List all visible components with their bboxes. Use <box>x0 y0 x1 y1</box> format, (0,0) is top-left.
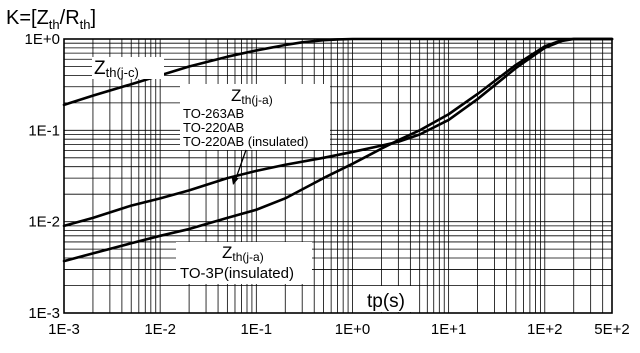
label-zth-ja-group1: Zth(j-a) TO-263AB TO-220AB TO-220AB (ins… <box>180 84 330 150</box>
label-to3p-insulated: TO-3P(insulated) <box>180 265 294 282</box>
x-tick-label: 1E+1 <box>431 321 466 338</box>
chart-title: K=[Zth/Rth] <box>6 7 96 32</box>
label-zth-ja2-z: Z <box>222 243 232 262</box>
label-to220ab-insulated: TO-220AB (insulated) <box>183 134 309 149</box>
label-zth-ja-group2: Zth(j-a) TO-3P(insulated) <box>176 242 312 284</box>
svg-text:Zth(j-a): Zth(j-a) <box>231 86 273 107</box>
series-line-2 <box>62 37 614 263</box>
label-to263ab: TO-263AB <box>183 106 244 121</box>
series-line-1 <box>62 37 614 228</box>
title-k: K=[Z <box>6 7 49 29</box>
pointer-arrow <box>231 149 247 185</box>
label-zth-jc-z: Z <box>94 58 106 79</box>
tick-labels: 1E-3 1E-2 1E-1 1E+0 1E+1 1E+2 5E+2 1E-3 1E-2 1E-1… <box>25 31 630 338</box>
plot-frame <box>63 38 613 314</box>
x-tick-label: 1E+2 <box>527 321 562 338</box>
svg-text:Zth(j-a): Zth(j-a) <box>222 243 264 264</box>
label-zth-jc-sub: th(j-c) <box>106 65 139 80</box>
label-zth-ja1-sub: th(j-a) <box>241 93 272 107</box>
title-slash-r: /R <box>60 7 80 29</box>
x-tick-label: 5E+2 <box>594 321 629 338</box>
x-tick-label: 1E-3 <box>48 321 80 338</box>
x-tick-label: 1E-2 <box>144 321 176 338</box>
y-tick-label: 1E-3 <box>28 305 60 322</box>
label-zth-jc: Zth(j-c) <box>92 57 164 80</box>
y-tick-label: 1E+0 <box>25 31 60 48</box>
x-axis-label: tp(s) <box>364 286 416 312</box>
title-th-sub-1: th <box>49 17 60 32</box>
label-zth-ja2-sub: th(j-a) <box>232 250 263 264</box>
y-tick-label: 1E-1 <box>28 122 60 139</box>
x-tick-label: 1E-1 <box>240 321 272 338</box>
title-close: ] <box>90 7 96 29</box>
x-axis-label-text: tp(s) <box>367 291 405 312</box>
label-to220ab: TO-220AB <box>183 120 244 135</box>
svg-text:Zth(j-c): Zth(j-c) <box>94 58 139 80</box>
x-tick-label: 1E+0 <box>335 321 370 338</box>
y-tick-label: 1E-2 <box>28 214 60 231</box>
label-zth-ja1-z: Z <box>231 86 241 105</box>
title-th-sub-2: th <box>80 17 91 32</box>
